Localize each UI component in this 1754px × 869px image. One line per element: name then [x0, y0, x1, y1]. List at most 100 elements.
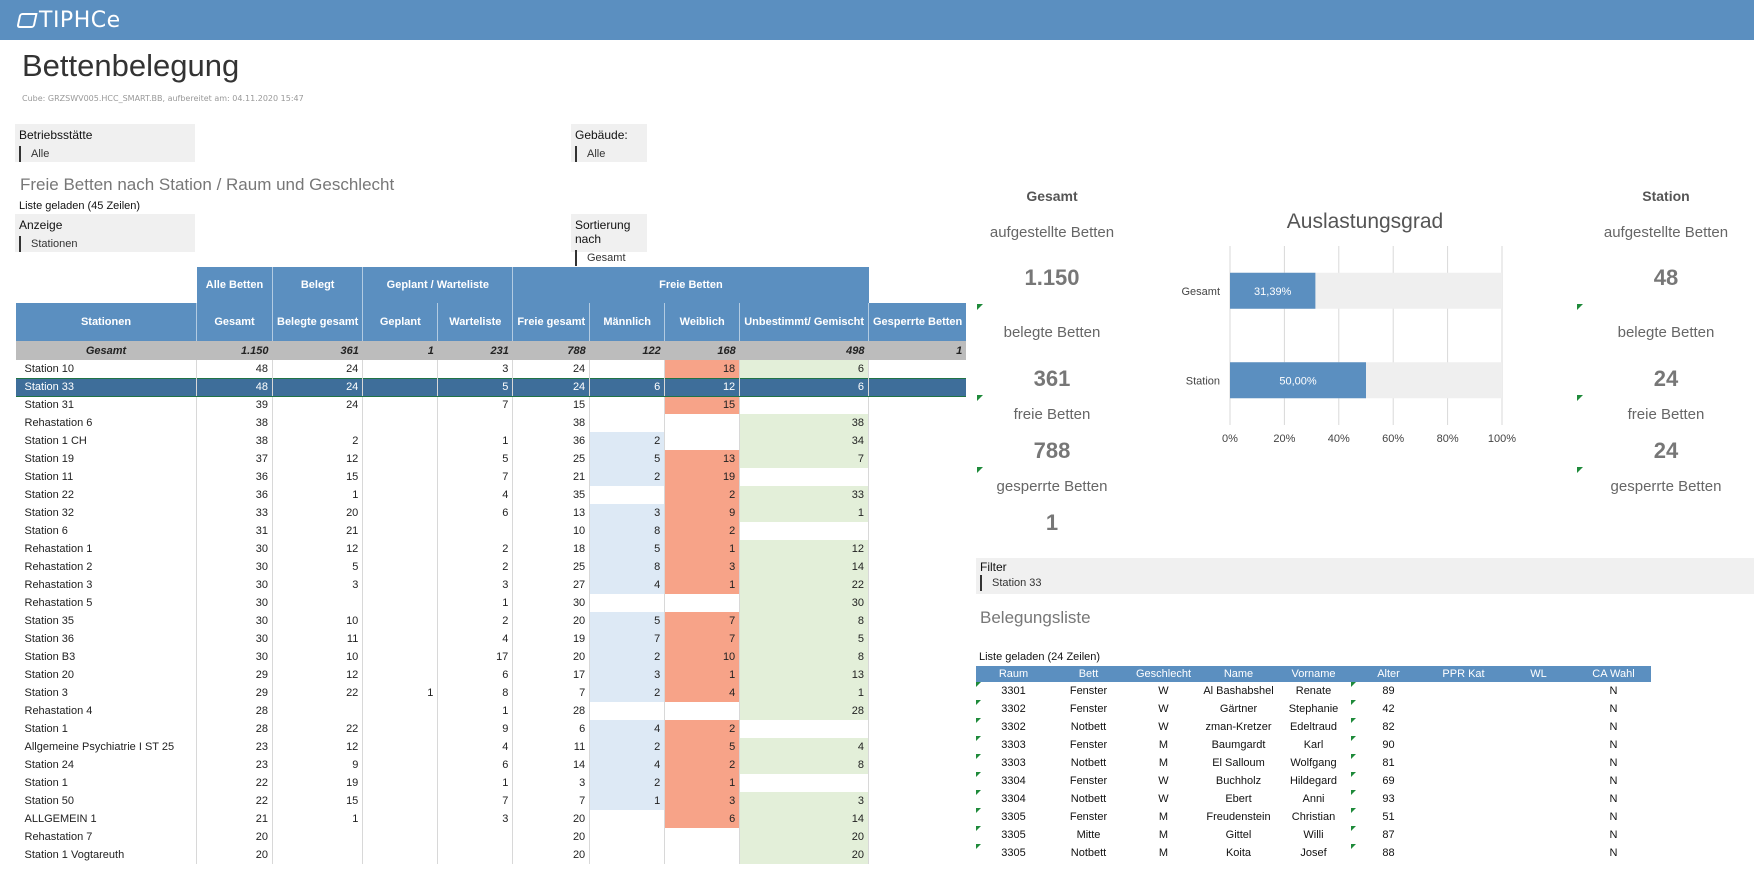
table-cell[interactable]: 7	[437, 468, 513, 486]
table-cell[interactable]: 20	[512, 612, 590, 630]
column-header[interactable]: Alter	[1351, 666, 1426, 682]
column-header[interactable]: Bett	[1051, 666, 1126, 682]
table-cell[interactable]	[271, 846, 363, 864]
table-cell[interactable]: M	[1158, 757, 1169, 769]
table-cell[interactable]	[868, 630, 967, 648]
table-cell[interactable]: Stephanie	[1288, 703, 1339, 715]
table-cell[interactable]: 30	[196, 558, 273, 576]
table-cell[interactable]	[589, 396, 665, 414]
table-cell[interactable]	[868, 522, 967, 540]
table-cell[interactable]: 21	[271, 522, 363, 540]
table-cell[interactable]: 9	[664, 504, 740, 522]
table-cell[interactable]: 1	[437, 594, 513, 612]
column-header[interactable]: Raum	[976, 666, 1051, 682]
table-cell[interactable]: 51	[1351, 808, 1426, 826]
table-cell[interactable]	[868, 360, 967, 378]
table-row[interactable]: Allgemeine Psychiatrie I ST 25 23 12 4 11 2 5 4	[16, 738, 967, 756]
table-cell[interactable]: 24	[271, 360, 363, 378]
table-cell[interactable]: 31	[196, 522, 273, 540]
table-cell[interactable]: 12	[271, 450, 363, 468]
table-cell[interactable]: 4	[589, 720, 665, 738]
table-cell[interactable]: 2	[271, 432, 363, 450]
station-name-cell[interactable]: Station 1	[24, 723, 68, 735]
table-cell[interactable]: 93	[1351, 790, 1426, 808]
table-cell[interactable]: M	[1158, 811, 1169, 823]
table-cell[interactable]: Koita	[1225, 847, 1252, 859]
table-cell[interactable]: 3302	[976, 700, 1051, 718]
table-cell[interactable]: 5	[739, 630, 869, 648]
table-cell[interactable]: Notbett	[1070, 793, 1107, 805]
table-cell[interactable]	[362, 756, 438, 774]
table-row[interactable]: Station 19 37 12 5 25 5 13 7	[16, 450, 967, 468]
table-cell[interactable]: 30	[196, 612, 273, 630]
table-row[interactable]: Station 20 29 12 6 17 3 1 13	[16, 666, 967, 684]
table-cell[interactable]: 15	[271, 792, 363, 810]
table-cell[interactable]: 3302	[976, 718, 1051, 736]
table-cell[interactable]	[362, 702, 438, 720]
table-row[interactable]: Station B3 30 10 17 20 2 10 8	[16, 648, 967, 666]
table-cell[interactable]	[1426, 718, 1501, 736]
table-cell[interactable]: Fenster	[1069, 811, 1108, 823]
table-cell[interactable]	[362, 666, 438, 684]
table-row[interactable]: Station 35 30 10 2 20 5 7 8	[16, 612, 967, 630]
table-row[interactable]: Station 33 48 24 5 24 6 12 6	[15, 377, 967, 397]
table-cell[interactable]	[1426, 790, 1501, 808]
table-cell[interactable]: 4	[589, 756, 665, 774]
station-name-cell[interactable]: Rehastation 6	[24, 417, 93, 429]
column-header[interactable]: Geplant	[362, 303, 438, 341]
slicer-sortierung[interactable]: Sortierung nach Gesamt	[571, 214, 647, 266]
column-header[interactable]: Warteliste	[437, 303, 513, 341]
table-cell[interactable]	[589, 702, 665, 720]
table-cell[interactable]: 10	[512, 522, 590, 540]
column-header[interactable]: Belegte gesamt	[271, 303, 363, 341]
table-cell[interactable]: 6	[437, 666, 513, 684]
table-cell[interactable]: 38	[739, 414, 869, 432]
table-cell[interactable]: 33	[739, 486, 869, 504]
table-cell[interactable]	[1501, 754, 1576, 772]
table-cell[interactable]: zman-Kretzer	[1205, 721, 1272, 733]
table-cell[interactable]	[868, 702, 967, 720]
table-cell[interactable]: 48	[196, 360, 273, 378]
table-cell[interactable]: 33	[196, 504, 273, 522]
table-cell[interactable]: 3304	[976, 772, 1051, 790]
table-cell[interactable]	[271, 828, 363, 846]
table-cell[interactable]	[362, 414, 438, 432]
table-cell[interactable]: 37	[196, 450, 273, 468]
list-item[interactable]: 3305 Mitte M Gittel Willi 87 N	[976, 826, 1651, 844]
table-cell[interactable]: N	[1609, 685, 1618, 697]
table-cell[interactable]: El Salloum	[1212, 757, 1265, 769]
table-cell[interactable]: Edeltraud	[1289, 721, 1338, 733]
table-row[interactable]: Rehastation 4 28 1 28 28	[16, 702, 967, 720]
table-row[interactable]: Station 1 22 19 1 3 2 1	[16, 774, 967, 792]
station-name-cell[interactable]: Station 10	[24, 362, 75, 375]
app-logo[interactable]: TIPHCe	[16, 8, 121, 33]
table-cell[interactable]: Fenster	[1069, 703, 1108, 715]
table-cell[interactable]: Fenster	[1069, 739, 1108, 751]
table-cell[interactable]	[362, 594, 438, 612]
table-cell[interactable]	[1426, 772, 1501, 790]
slicer-gebaeude[interactable]: Gebäude: Alle	[571, 124, 647, 162]
filter-panel[interactable]: Filter Station 33	[976, 558, 1754, 594]
table-row[interactable]: Station 24 23 9 6 14 4 2 8	[16, 756, 967, 774]
table-cell[interactable]: 11	[512, 738, 590, 756]
station-name-cell[interactable]: Station 22	[24, 489, 75, 501]
table-cell[interactable]: 7	[664, 630, 740, 648]
table-cell[interactable]: 1	[271, 486, 363, 504]
column-header[interactable]: Name	[1201, 666, 1276, 682]
table-cell[interactable]: 3	[437, 360, 513, 378]
table-cell[interactable]: 3	[437, 810, 513, 828]
column-header[interactable]: PPR Kat	[1426, 666, 1501, 682]
table-cell[interactable]: 20	[512, 810, 590, 828]
table-cell[interactable]: Renate	[1295, 685, 1332, 697]
station-name-cell[interactable]: Rehastation 3	[24, 579, 93, 591]
table-cell[interactable]: 10	[664, 648, 740, 666]
table-cell[interactable]	[868, 594, 967, 612]
table-cell[interactable]: 30	[196, 648, 273, 666]
table-cell[interactable]	[589, 846, 665, 864]
list-item[interactable]: 3301 Fenster W Al Bashabshel Renate 89 N	[976, 682, 1651, 700]
table-cell[interactable]	[271, 594, 363, 612]
table-cell[interactable]	[868, 414, 967, 432]
table-cell[interactable]	[362, 450, 438, 468]
table-cell[interactable]: 2	[589, 684, 665, 702]
